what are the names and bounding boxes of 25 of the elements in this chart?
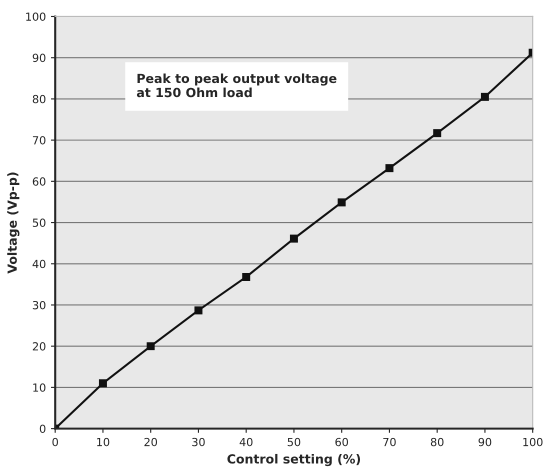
y-axis-title: Voltage (Vp-p): [7, 172, 20, 274]
y-tick-label: 90: [32, 54, 46, 62]
y-tick-label: 70: [32, 136, 46, 144]
x-axis-title: Control setting (%): [227, 454, 360, 466]
x-tick-label: 100: [523, 438, 543, 446]
y-tick-label: 10: [33, 383, 46, 392]
x-tick-label: 20: [144, 438, 158, 446]
x-tick-label: 60: [335, 438, 348, 446]
y-tick-label: 30: [32, 300, 46, 310]
y-tick-label: 20: [32, 342, 46, 351]
y-tick-label: 80: [32, 94, 46, 104]
y-tick-label: 0: [40, 424, 46, 433]
x-tick-label: 70: [383, 438, 396, 446]
x-tick-label: 0: [52, 438, 58, 446]
x-tick-label: 30: [192, 438, 205, 446]
x-tick-label: 10: [97, 438, 110, 446]
y-tick-label: 100: [26, 12, 46, 21]
annotation: Peak to peak output voltage at 150 Ohm load: [136, 73, 336, 98]
x-tick-label: 80: [430, 438, 444, 446]
x-tick-label: 40: [240, 438, 253, 446]
x-tick-label: 50: [288, 438, 300, 446]
y-tick-label: 50: [32, 218, 46, 227]
y-tick-label: 60: [32, 177, 46, 186]
y-tick-label: 40: [32, 260, 46, 268]
x-tick-label: 90: [478, 438, 492, 446]
